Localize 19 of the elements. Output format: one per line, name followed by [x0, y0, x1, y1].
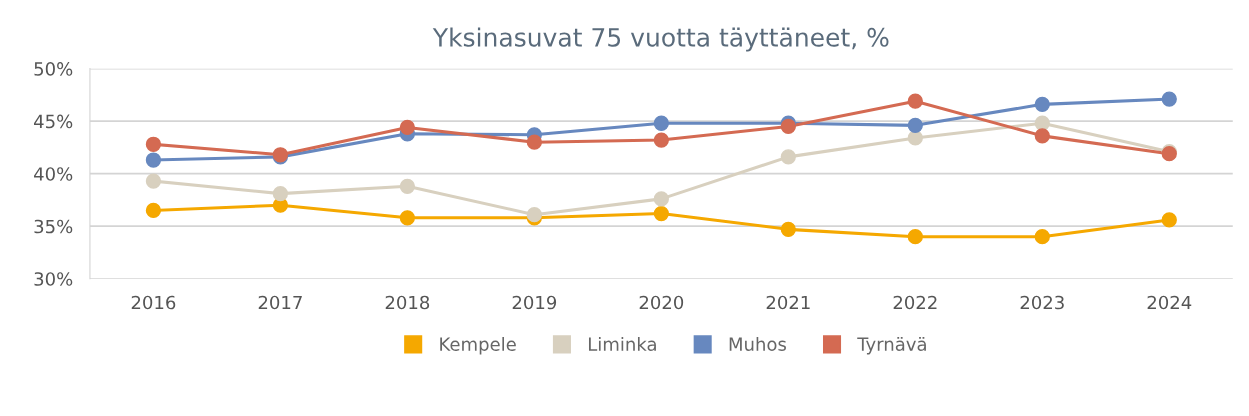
legend-label: Muhos [729, 336, 786, 351]
x-tick-label: 2024 [1147, 295, 1192, 310]
legend-label: Kempele [440, 336, 516, 355]
y-tick-label: 50% [34, 62, 73, 76]
x-tick-label: 2016 [131, 295, 176, 310]
y-tick-label: 30% [34, 272, 73, 286]
legend-label: Liminka [588, 336, 656, 351]
x-tick-label: 2020 [639, 295, 684, 310]
y-tick-label: 40% [34, 167, 73, 181]
x-tick-label: 2022 [893, 295, 937, 310]
x-tick-label: 2018 [385, 295, 430, 310]
x-tick-label: 2023 [1020, 295, 1064, 310]
x-tick-label: 2017 [258, 295, 302, 310]
legend-label: Tyrnävä [857, 337, 926, 355]
chart-title: Yksinasuvat 75 vuotta täyttäneet, % [432, 27, 889, 52]
x-tick-label: 2021 [766, 295, 810, 310]
y-tick-label: 45% [34, 114, 73, 129]
x-tick-label: 2019 [512, 295, 557, 310]
y-tick-label: 35% [34, 219, 73, 234]
